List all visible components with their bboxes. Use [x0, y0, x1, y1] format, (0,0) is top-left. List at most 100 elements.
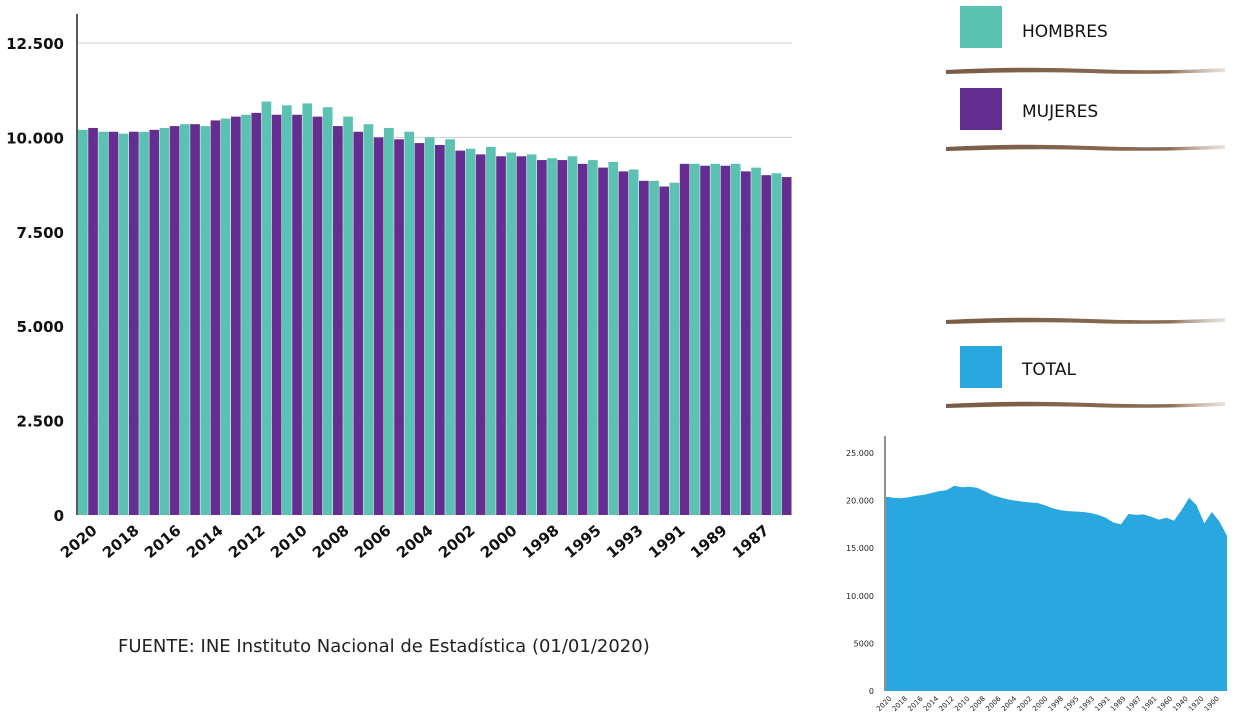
divider-brush — [946, 317, 1225, 324]
bar-mujeres — [598, 167, 608, 515]
legend-swatch-hombres — [960, 6, 1002, 48]
divider-brush — [946, 401, 1225, 408]
area-chart-y-tick-label: 15.000 — [846, 544, 874, 553]
bar-mujeres — [618, 171, 629, 515]
bar-chart-x-tick-label: 2008 — [309, 521, 353, 562]
bar-mujeres — [720, 165, 731, 515]
legend-label-mujeres: MUJERES — [1022, 102, 1099, 122]
bar-chart-x-tick-label: 1998 — [519, 521, 563, 562]
bar-hombres — [669, 182, 680, 515]
bar-mujeres — [251, 112, 262, 515]
bar-hombres — [78, 129, 88, 515]
area-chart-x-tick-label: 1900 — [1203, 695, 1221, 713]
bar-hombres — [506, 152, 517, 515]
divider-brush — [946, 144, 1225, 151]
area-chart-area — [886, 485, 1227, 691]
bar-mujeres — [557, 160, 568, 515]
bar-hombres — [200, 126, 211, 516]
bar-chart-x-tick-label: 1989 — [687, 521, 731, 562]
bar-mujeres — [108, 131, 119, 515]
bar-hombres — [384, 127, 394, 516]
bar-mujeres — [516, 156, 527, 515]
bar-hombres — [98, 131, 109, 515]
area-chart-x-tick-label: 2020 — [875, 695, 893, 713]
bar-chart-x-tick-labels: 2020201820162014201220102008200620042002… — [57, 521, 773, 562]
bar-hombres — [424, 137, 435, 515]
bar-mujeres — [496, 156, 506, 515]
bar-mujeres — [353, 131, 364, 515]
bar-chart-x-tick-label: 1995 — [561, 521, 605, 562]
area-chart-x-tick-label: 1940 — [1172, 695, 1190, 713]
bar-hombres — [588, 160, 598, 515]
area-chart-x-tick-label: 2008 — [969, 695, 987, 713]
bar-hombres — [526, 154, 537, 515]
bar-mujeres — [149, 129, 160, 515]
legend-swatch-mujeres — [960, 88, 1002, 130]
bar-mujeres — [475, 154, 486, 515]
area-chart-y-tick-label: 20.000 — [846, 497, 874, 506]
bar-mujeres — [312, 116, 323, 515]
area-chart-x-tick-label: 1995 — [1062, 695, 1080, 713]
bar-chart-y-tick-label: 7.500 — [17, 224, 64, 242]
bar-mujeres — [659, 186, 670, 515]
bar-chart-x-tick-label: 1993 — [603, 521, 647, 562]
area-chart-x-tick-label: 2010 — [953, 695, 971, 713]
area-chart-x-tick-label: 2000 — [1031, 695, 1049, 713]
legend-swatch-total — [960, 346, 1002, 388]
area-chart-y-tick-label: 0 — [869, 687, 874, 696]
bar-mujeres — [781, 177, 792, 515]
bar-mujeres — [333, 126, 343, 516]
area-chart-x-tick-label: 1989 — [1109, 695, 1127, 713]
area-chart-x-tick-label: 1993 — [1078, 695, 1096, 713]
area-chart-y-tick-label: 5000 — [854, 639, 874, 648]
divider-brush — [946, 67, 1225, 74]
bar-chart-x-tick-label: 2004 — [393, 521, 437, 562]
bar-hombres — [282, 105, 292, 515]
area-chart-x-tick-label: 1998 — [1047, 695, 1065, 713]
bar-mujeres — [455, 150, 466, 515]
bar-hombres — [404, 131, 415, 515]
bar-mujeres — [577, 163, 588, 515]
bar-chart-y-tick-label: 0 — [54, 507, 64, 525]
bar-hombres — [261, 101, 272, 515]
bar-mujeres — [292, 114, 302, 515]
bar-mujeres — [88, 127, 98, 516]
bar-hombres — [445, 139, 455, 515]
area-chart-x-tick-label: 1981 — [1140, 695, 1158, 713]
area-chart-x-tick-label: 2016 — [906, 694, 925, 713]
bar-hombres — [118, 133, 129, 515]
bar-chart-x-tick-label: 2014 — [183, 521, 227, 562]
area-chart-x-tick-label: 2012 — [938, 695, 956, 713]
bar-hombres — [547, 158, 557, 515]
bar-chart-x-tick-label: 2006 — [351, 521, 395, 562]
bar-hombres — [628, 169, 639, 515]
area-chart-y-tick-label: 25.000 — [846, 449, 874, 458]
bar-hombres — [486, 146, 496, 515]
bar-hombres — [343, 116, 353, 515]
bar-chart-x-tick-label: 2010 — [267, 521, 311, 562]
area-chart-y-tick-label: 10.000 — [846, 592, 874, 601]
area-chart-x-tick-label: 1920 — [1187, 695, 1205, 713]
bar-hombres — [567, 156, 578, 515]
bar-chart-x-tick-label: 2020 — [57, 521, 101, 562]
bar-mujeres — [231, 116, 241, 515]
bar-mujeres — [700, 165, 710, 515]
bar-chart-x-tick-label: 1991 — [645, 521, 689, 562]
bar-chart-y-tick-label: 2.500 — [17, 413, 64, 431]
bar-hombres — [730, 163, 741, 515]
area-chart-x-tick-label: 2018 — [891, 695, 909, 713]
legend-dividers — [946, 67, 1225, 408]
bar-hombres — [363, 124, 374, 516]
area-total — [886, 485, 1227, 691]
bar-hombres — [465, 148, 476, 515]
bar-hombres — [751, 167, 761, 515]
bar-chart-y-tick-label: 5.000 — [17, 318, 64, 336]
area-chart-x-tick-label: 1991 — [1094, 695, 1112, 713]
bar-mujeres — [537, 160, 547, 515]
bar-chart-x-tick-label: 2018 — [99, 521, 143, 562]
bar-mujeres — [639, 180, 649, 515]
area-chart-x-tick-label: 2002 — [1016, 695, 1034, 713]
bar-hombres — [180, 124, 190, 516]
bar-mujeres — [741, 171, 751, 515]
bar-mujeres — [435, 144, 445, 515]
